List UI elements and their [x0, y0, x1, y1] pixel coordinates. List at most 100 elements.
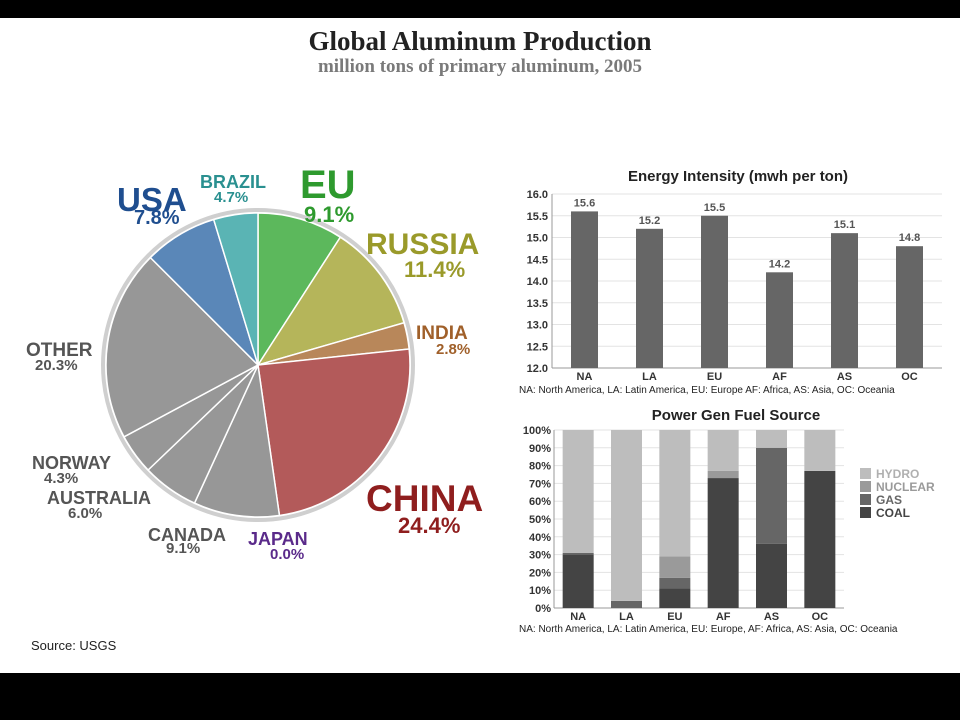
bar-eu	[701, 215, 728, 368]
bar-value-label: 15.1	[834, 219, 855, 231]
bar-af	[766, 272, 793, 368]
bar-segment-eu-coal	[659, 588, 691, 608]
legend-swatch-coal	[860, 507, 871, 518]
pie-slice-eu	[257, 212, 342, 368]
pie-slice-brazil	[212, 212, 259, 366]
pie-label-india: INDIA	[416, 323, 468, 344]
chart-title: Power Gen Fuel Source	[652, 407, 820, 424]
x-tick-label: OC	[812, 611, 829, 623]
y-tick-label: 80%	[529, 461, 551, 473]
legend-swatch-gas	[860, 494, 871, 505]
x-tick-label: NA	[577, 371, 593, 383]
pie-label-australia: AUSTRALIA	[47, 488, 151, 508]
bar-value-label: 15.6	[574, 197, 595, 209]
bar-as	[831, 233, 858, 368]
x-tick-label: AF	[772, 371, 787, 383]
pie-label-japan: JAPAN	[248, 529, 308, 549]
bar-segment-la-hydro	[611, 430, 642, 601]
y-tick-label: 90%	[529, 443, 551, 455]
bar-segment-na-coal	[562, 554, 594, 608]
pie-outline	[101, 208, 415, 522]
y-tick-label: 50%	[529, 514, 551, 526]
bar-segment-la-gas	[611, 600, 642, 608]
pie-chart: EU9.1%RUSSIA11.4%INDIA2.8%CHINA24.4%JAPA…	[26, 163, 483, 563]
y-tick-label: 14.5	[527, 254, 548, 266]
y-tick-label: 20%	[529, 567, 551, 579]
bar-segment-eu-nuclear	[659, 556, 691, 578]
bar-segment-na-gas	[562, 552, 594, 555]
pie-label-canada: CANADA	[148, 525, 226, 545]
bar-value-label: 14.8	[899, 232, 920, 244]
legend-label-nuclear: NUCLEAR	[876, 480, 935, 494]
y-tick-label: 0%	[535, 603, 551, 615]
y-tick-label: 60%	[529, 496, 551, 508]
bar-oc	[896, 246, 923, 368]
power-gen-fuel-chart: Power Gen Fuel Source 0% 10% 20% 30% 40% 50% 60…	[519, 407, 935, 635]
bar-na	[571, 211, 598, 368]
pie-pct-australia: 6.0%	[68, 505, 102, 522]
legend-swatch-hydro	[860, 468, 871, 479]
pie-pct-usa: 7.8%	[134, 207, 180, 229]
y-tick-label: 12.0	[527, 363, 548, 375]
y-tick-label: 13.5	[527, 298, 548, 310]
bar-segment-as-hydro	[756, 430, 787, 448]
y-tick-label: 100%	[523, 425, 551, 437]
pie-pct-eu: 9.1%	[304, 202, 354, 227]
bar-segment-as-coal	[756, 543, 787, 608]
pie-label-brazil: BRAZIL	[200, 172, 266, 192]
pie-pct-india: 2.8%	[436, 341, 470, 358]
x-tick-label: AF	[716, 611, 731, 623]
legend-label-gas: GAS	[876, 493, 902, 507]
pie-slice-other	[105, 256, 260, 438]
pie-slice-china	[257, 348, 411, 517]
bar-segment-af-hydro	[707, 430, 739, 471]
pie-label-russia: RUSSIA	[366, 228, 479, 261]
bar-value-label: 14.2	[769, 258, 790, 270]
y-tick-label: 15.0	[527, 233, 548, 245]
page-title: Global Aluminum Production	[308, 26, 652, 56]
bar-segment-oc-hydro	[804, 430, 836, 471]
pie-label-china: CHINA	[366, 478, 483, 519]
y-tick-label: 70%	[529, 478, 551, 490]
x-tick-label: LA	[642, 371, 657, 383]
slide: Global Aluminum Production million tons …	[0, 18, 960, 673]
y-tick-label: 16.0	[527, 189, 548, 201]
bar-segment-af-coal	[707, 478, 739, 608]
pie-label-usa: USA	[117, 181, 187, 218]
pie-pct-canada: 9.1%	[166, 540, 200, 557]
x-tick-label: AS	[764, 611, 779, 623]
pie-pct-brazil: 4.7%	[214, 189, 248, 206]
x-tick-label: OC	[901, 371, 918, 383]
pie-slice-canada	[193, 362, 281, 518]
y-tick-label: 10%	[529, 585, 551, 597]
bar-segment-eu-hydro	[659, 430, 691, 557]
x-tick-label: LA	[619, 611, 634, 623]
bar-value-label: 15.2	[639, 215, 660, 227]
bar-segment-eu-gas	[659, 577, 691, 589]
y-tick-label: 12.5	[527, 341, 548, 353]
chart-footnote: NA: North America, LA: Latin America, EU…	[519, 624, 898, 635]
page-subtitle: million tons of primary aluminum, 2005	[317, 56, 643, 77]
x-tick-label: AS	[837, 371, 852, 383]
pie-label-other: OTHER	[26, 340, 93, 361]
legend-swatch-nuclear	[860, 481, 871, 492]
source-note: Source: USGS	[31, 638, 117, 653]
bar-segment-af-nuclear	[707, 470, 739, 479]
bar-segment-na-hydro	[562, 430, 594, 553]
pie-pct-norway: 4.3%	[44, 470, 78, 487]
bar-segment-as-gas	[756, 447, 787, 544]
x-tick-label: EU	[707, 371, 722, 383]
chart-title: Energy Intensity (mwh per ton)	[628, 168, 848, 185]
energy-intensity-chart: Energy Intensity (mwh per ton) 12.0 12.5 13…	[519, 168, 942, 396]
pie-label-eu: EU	[300, 163, 356, 207]
pie-pct-china: 24.4%	[398, 513, 460, 538]
y-tick-label: 13.0	[527, 320, 548, 332]
x-tick-label: EU	[667, 611, 682, 623]
legend-label-coal: COAL	[876, 506, 910, 520]
pie-pct-russia: 11.4%	[404, 257, 465, 282]
bar-segment-oc-coal	[804, 470, 836, 608]
y-tick-label: 14.0	[527, 276, 548, 288]
legend-label-hydro: HYDRO	[876, 467, 919, 481]
bar-la	[636, 228, 663, 368]
